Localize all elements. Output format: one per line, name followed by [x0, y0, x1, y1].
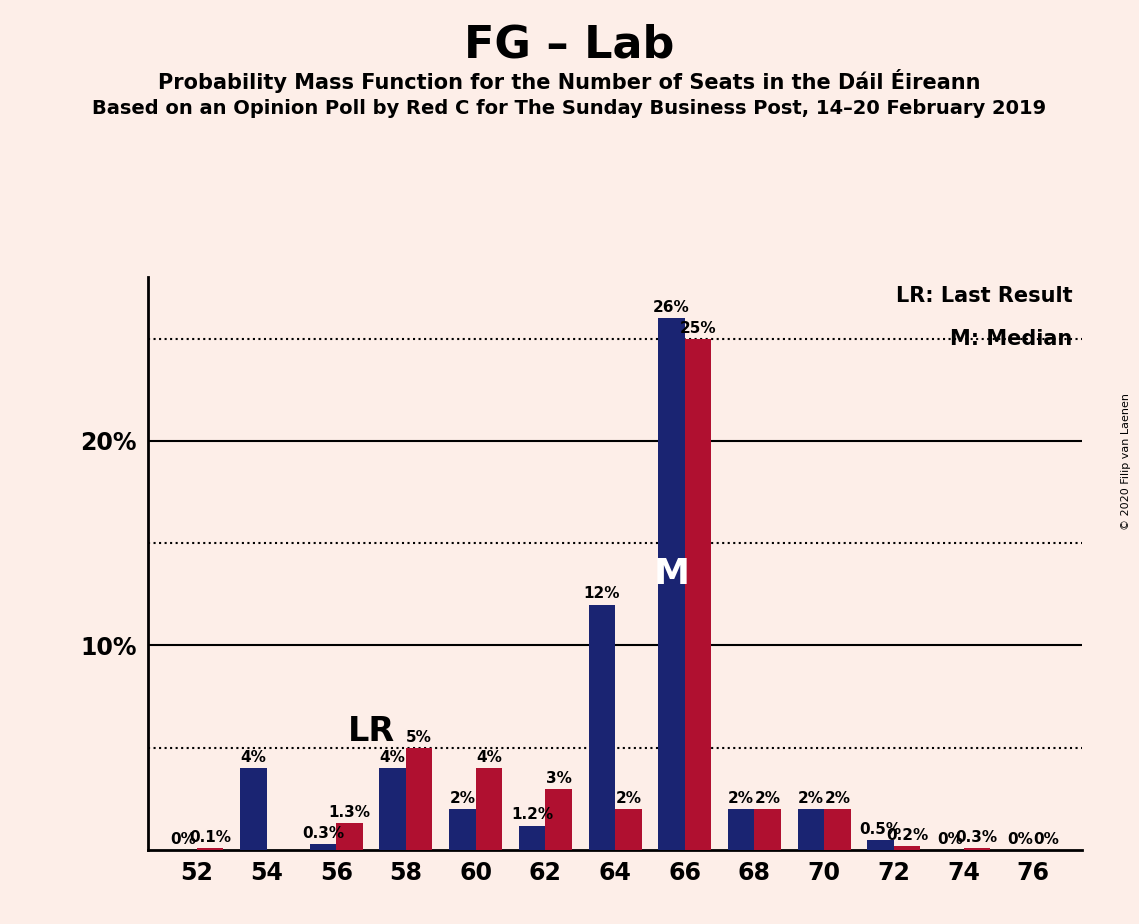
- Text: Based on an Opinion Poll by Red C for The Sunday Business Post, 14–20 February 2: Based on an Opinion Poll by Red C for Th…: [92, 99, 1047, 118]
- Bar: [589, 604, 615, 850]
- Text: 2%: 2%: [825, 791, 851, 806]
- Text: © 2020 Filip van Laenen: © 2020 Filip van Laenen: [1121, 394, 1131, 530]
- Text: 25%: 25%: [680, 321, 716, 335]
- Text: 2%: 2%: [615, 791, 641, 806]
- Text: 2%: 2%: [450, 791, 475, 806]
- Bar: [615, 809, 641, 850]
- Text: 5%: 5%: [407, 730, 432, 745]
- Text: 0.2%: 0.2%: [886, 828, 928, 843]
- Text: 1.2%: 1.2%: [511, 808, 554, 822]
- Bar: [519, 825, 546, 850]
- Bar: [797, 809, 825, 850]
- Text: 0.1%: 0.1%: [189, 830, 231, 845]
- Text: 4%: 4%: [379, 750, 405, 765]
- Text: 0%: 0%: [937, 832, 964, 847]
- Text: 2%: 2%: [798, 791, 823, 806]
- Bar: [379, 768, 405, 850]
- Bar: [310, 844, 336, 850]
- Text: LR: Last Result: LR: Last Result: [896, 286, 1073, 306]
- Text: LR: LR: [347, 715, 394, 748]
- Text: 3%: 3%: [546, 771, 572, 785]
- Text: M: Median: M: Median: [950, 329, 1073, 348]
- Bar: [546, 789, 572, 850]
- Text: Probability Mass Function for the Number of Seats in the Dáil Éireann: Probability Mass Function for the Number…: [158, 69, 981, 93]
- Text: 0%: 0%: [171, 832, 197, 847]
- Text: 0%: 0%: [1007, 832, 1033, 847]
- Bar: [240, 768, 267, 850]
- Bar: [964, 848, 990, 850]
- Text: 26%: 26%: [653, 300, 690, 315]
- Bar: [197, 848, 223, 850]
- Bar: [685, 338, 711, 850]
- Bar: [476, 768, 502, 850]
- Bar: [728, 809, 754, 850]
- Text: M: M: [654, 557, 689, 590]
- Text: 12%: 12%: [583, 587, 620, 602]
- Bar: [825, 809, 851, 850]
- Bar: [449, 809, 476, 850]
- Text: 1.3%: 1.3%: [328, 806, 370, 821]
- Text: 0.3%: 0.3%: [302, 826, 344, 841]
- Bar: [868, 840, 894, 850]
- Text: 4%: 4%: [476, 750, 502, 765]
- Text: 2%: 2%: [728, 791, 754, 806]
- Bar: [405, 748, 433, 850]
- Text: FG – Lab: FG – Lab: [465, 23, 674, 67]
- Bar: [754, 809, 781, 850]
- Text: 0%: 0%: [1033, 832, 1059, 847]
- Bar: [658, 318, 685, 850]
- Bar: [894, 846, 920, 850]
- Text: 2%: 2%: [755, 791, 780, 806]
- Bar: [336, 823, 362, 850]
- Text: 4%: 4%: [240, 750, 267, 765]
- Text: 0.5%: 0.5%: [860, 821, 902, 837]
- Text: 0.3%: 0.3%: [956, 830, 998, 845]
